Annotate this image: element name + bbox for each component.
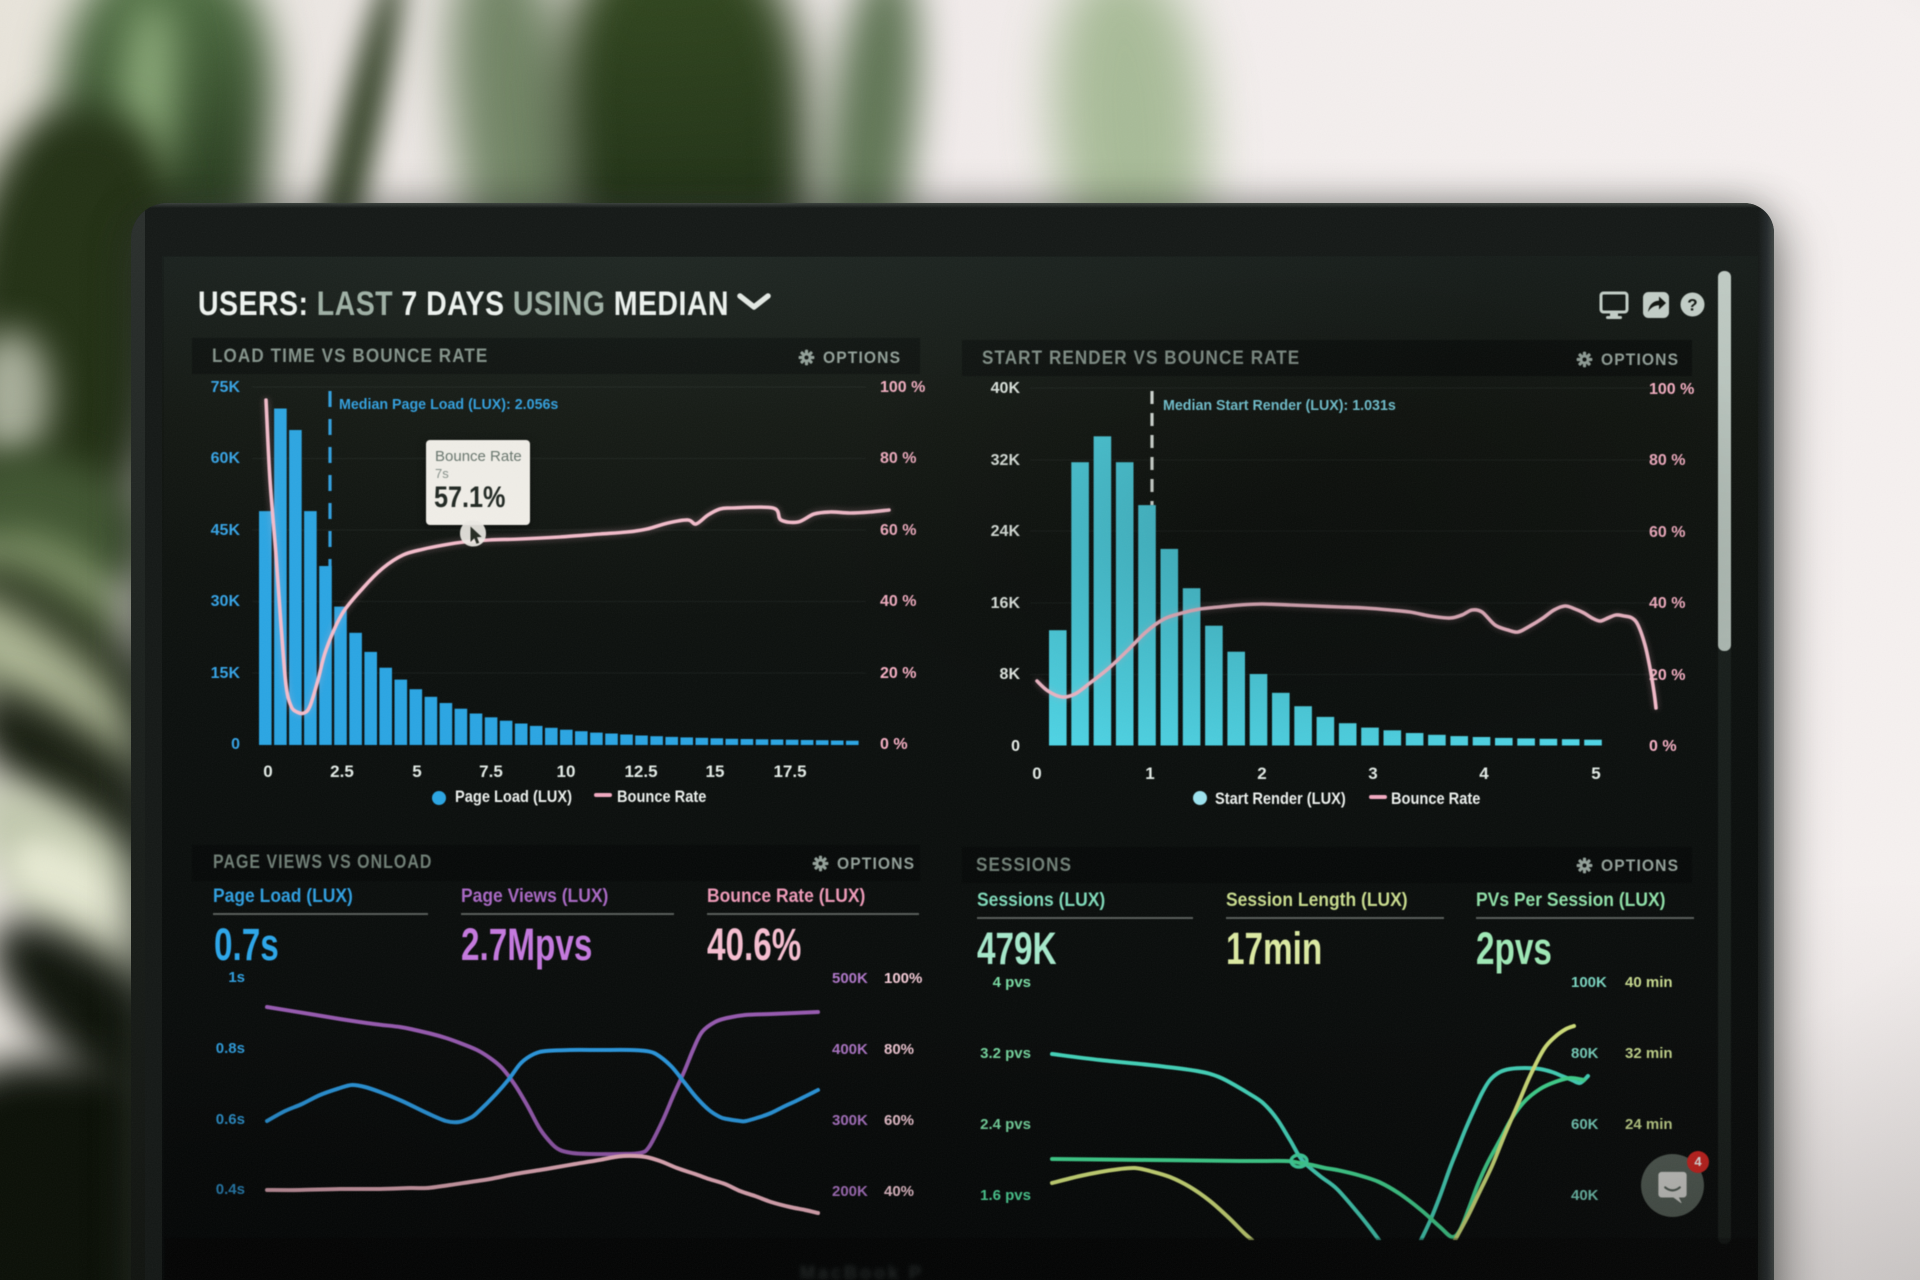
- svg-text:?: ?: [1687, 296, 1697, 315]
